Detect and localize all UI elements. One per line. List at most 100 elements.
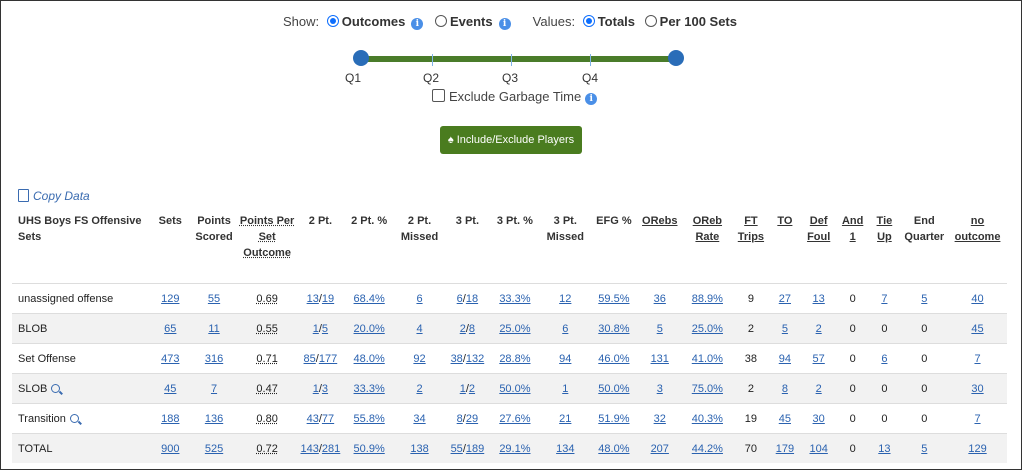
cell-link[interactable]: 48.0% xyxy=(353,352,385,365)
cell-link[interactable]: 143 xyxy=(300,442,319,455)
column-header[interactable]: 3 Pt. % xyxy=(489,207,540,284)
cell-link[interactable]: 18 xyxy=(465,292,479,305)
cell-link[interactable]: 1 xyxy=(562,382,569,395)
show-outcomes-option[interactable]: Outcomes xyxy=(325,14,405,29)
cell-link[interactable]: 36 xyxy=(653,292,666,305)
cell-link[interactable]: 75.0% xyxy=(691,382,723,395)
show-events-option[interactable]: Events xyxy=(433,14,493,29)
totals-radio[interactable] xyxy=(582,15,595,27)
column-header[interactable]: 2 Pt. % xyxy=(344,207,395,284)
cell-link[interactable]: 34 xyxy=(413,412,426,425)
cell-link[interactable]: 5 xyxy=(321,322,329,335)
cell-link[interactable]: 57 xyxy=(812,352,825,365)
zoom-icon[interactable] xyxy=(69,413,79,423)
cell-link[interactable]: 29.1% xyxy=(499,442,531,455)
column-header[interactable]: Def Foul xyxy=(800,207,838,284)
slider-end-handle[interactable] xyxy=(668,50,684,66)
cell-link[interactable]: 131 xyxy=(650,352,669,365)
cell-link[interactable]: 3 xyxy=(656,382,663,395)
cell-link[interactable]: 25.0% xyxy=(691,322,723,335)
cell-link[interactable]: 20.0% xyxy=(353,322,385,335)
zoom-icon[interactable] xyxy=(51,383,61,393)
cell-link[interactable]: 13 xyxy=(812,292,825,305)
cell-link[interactable]: 30 xyxy=(971,382,984,395)
cell-link[interactable]: 281 xyxy=(321,442,341,455)
cell-link[interactable]: 900 xyxy=(161,442,180,455)
cell-link[interactable]: 8 xyxy=(781,382,788,395)
cell-link[interactable]: 21 xyxy=(559,412,572,425)
cell-link[interactable]: 316 xyxy=(204,352,224,365)
cell-link[interactable]: 8 xyxy=(456,412,463,425)
cell-link[interactable]: 525 xyxy=(204,442,224,455)
cell-link[interactable]: 48.0% xyxy=(598,442,630,455)
cell-link[interactable]: 40 xyxy=(971,292,984,305)
cell-link[interactable]: 55 xyxy=(207,292,221,305)
cell-link[interactable]: 8 xyxy=(468,322,476,335)
info-icon[interactable]: i xyxy=(498,18,511,30)
cell-link[interactable]: 41.0% xyxy=(691,352,723,365)
column-header[interactable]: Points Per Set Outcome xyxy=(237,207,297,284)
info-icon[interactable]: i xyxy=(411,18,424,30)
include-exclude-players-button[interactable]: ♠ Include/Exclude Players xyxy=(440,126,582,154)
cell-link[interactable]: 68.4% xyxy=(353,292,385,305)
per100-radio[interactable] xyxy=(644,15,657,27)
cell-link[interactable]: 29 xyxy=(465,412,479,425)
cell-link[interactable]: 44.2% xyxy=(691,442,723,455)
cell-link[interactable]: 7 xyxy=(974,412,981,425)
cell-link[interactable]: 43 xyxy=(306,412,319,425)
cell-link[interactable]: 94 xyxy=(778,352,791,365)
cell-link[interactable]: 104 xyxy=(809,442,828,455)
cell-link[interactable]: 1 xyxy=(312,382,319,395)
cell-link[interactable]: 55 xyxy=(450,442,463,455)
values-per100-option[interactable]: Per 100 Sets xyxy=(643,14,737,29)
cell-link[interactable]: 6 xyxy=(456,292,463,305)
column-header[interactable]: OReb Rate xyxy=(682,207,733,284)
events-radio[interactable] xyxy=(434,15,447,27)
column-header[interactable]: 3 Pt. xyxy=(444,207,490,284)
column-header[interactable]: Tie Up xyxy=(868,207,901,284)
cell-link[interactable]: 5 xyxy=(921,292,928,305)
cell-link[interactable]: 177 xyxy=(318,352,338,365)
cell-link[interactable]: 45 xyxy=(971,322,984,335)
column-header[interactable]: FT Trips xyxy=(732,207,770,284)
cell-link[interactable]: 1 xyxy=(459,382,466,395)
cell-link[interactable]: 50.9% xyxy=(353,442,385,455)
cell-link[interactable]: 207 xyxy=(650,442,669,455)
cell-link[interactable]: 28.8% xyxy=(499,352,531,365)
cell-link[interactable]: 65 xyxy=(164,322,177,335)
cell-link[interactable]: 45 xyxy=(778,412,791,425)
cell-link[interactable]: 85 xyxy=(303,352,316,365)
cell-link[interactable]: 13 xyxy=(306,292,319,305)
cell-link[interactable]: 2 xyxy=(416,382,423,395)
info-icon[interactable]: i xyxy=(585,93,598,105)
cell-link[interactable]: 4 xyxy=(416,322,423,335)
cell-link[interactable]: 27 xyxy=(778,292,791,305)
cell-link[interactable]: 7 xyxy=(974,352,981,365)
quarter-range-slider[interactable] xyxy=(352,50,684,70)
column-header[interactable]: 2 Pt. xyxy=(296,207,345,284)
cell-link[interactable]: 7 xyxy=(210,382,218,395)
garbage-checkbox[interactable] xyxy=(432,89,445,102)
column-header[interactable]: 3 Pt. Missed xyxy=(539,207,591,284)
cell-link[interactable]: 30.8% xyxy=(598,322,630,335)
cell-link[interactable]: 46.0% xyxy=(598,352,630,365)
cell-link[interactable]: 33.3% xyxy=(353,382,385,395)
cell-link[interactable]: 50.0% xyxy=(499,382,531,395)
column-header[interactable]: And 1 xyxy=(837,207,869,284)
cell-link[interactable]: 129 xyxy=(968,442,987,455)
cell-link[interactable]: 134 xyxy=(556,442,575,455)
cell-link[interactable]: 129 xyxy=(161,292,180,305)
column-header[interactable]: TO xyxy=(769,207,801,284)
cell-link[interactable]: 3 xyxy=(321,382,329,395)
values-totals-option[interactable]: Totals xyxy=(581,14,635,29)
column-header[interactable]: Sets xyxy=(150,207,191,284)
cell-link[interactable]: 189 xyxy=(465,442,485,455)
cell-link[interactable]: 132 xyxy=(465,352,485,365)
cell-link[interactable]: 2 xyxy=(459,322,466,335)
cell-link[interactable]: 13 xyxy=(878,442,891,455)
slider-start-handle[interactable] xyxy=(353,50,369,66)
cell-link[interactable]: 2 xyxy=(815,382,822,395)
cell-link[interactable]: 45 xyxy=(164,382,177,395)
exclude-garbage-toggle[interactable]: Exclude Garbage Time i xyxy=(432,89,601,105)
cell-link[interactable]: 30 xyxy=(812,412,825,425)
